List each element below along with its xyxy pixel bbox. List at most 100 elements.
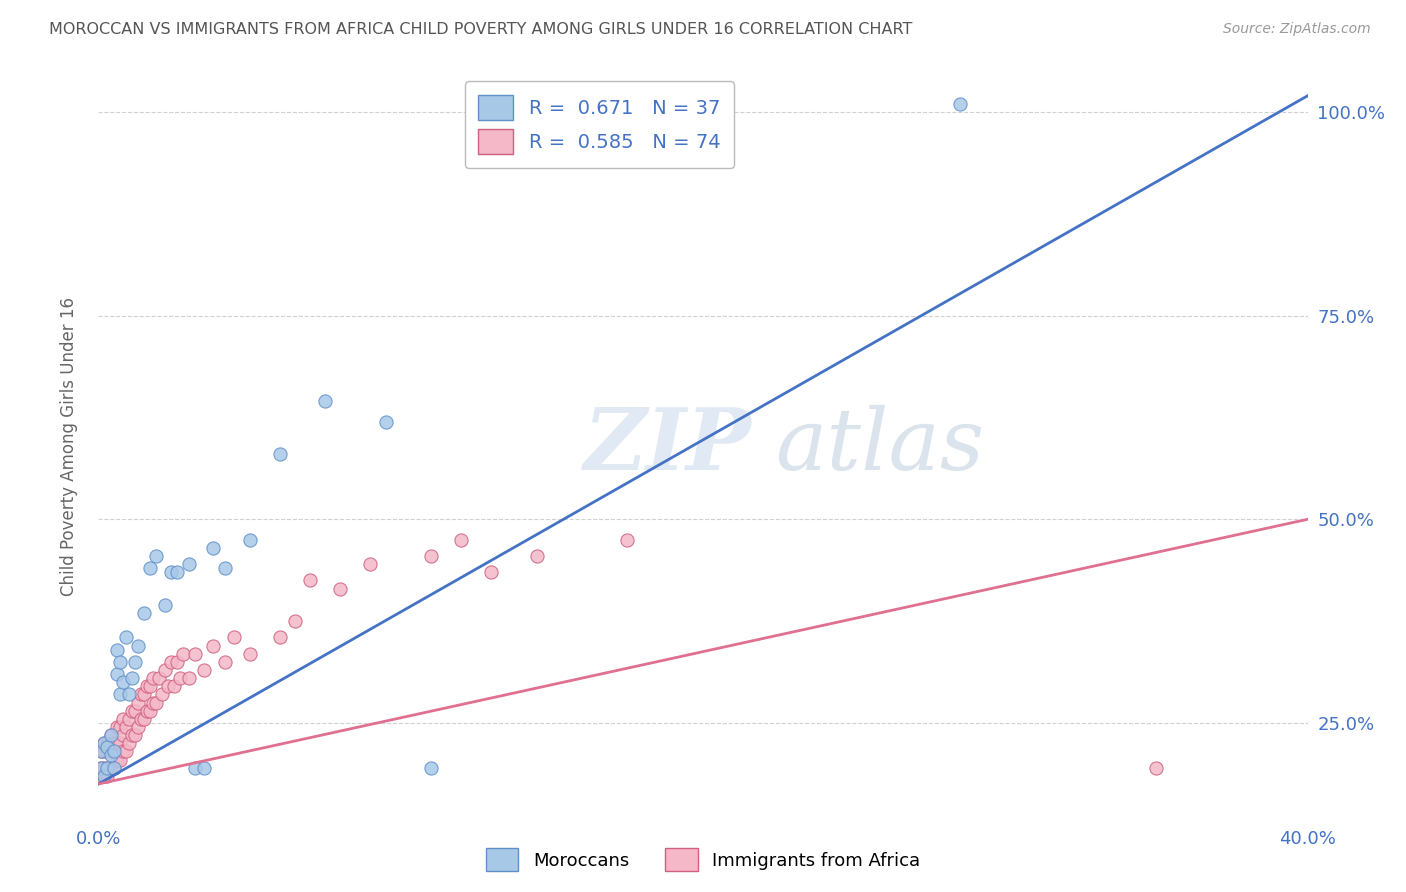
Point	[184, 647, 207, 661]
Legend: R =  0.671   N = 37, R =  0.585   N = 74: R = 0.671 N = 37, R = 0.585 N = 74	[465, 81, 734, 168]
Point	[148, 671, 170, 685]
Point	[193, 663, 215, 677]
Text: MOROCCAN VS IMMIGRANTS FROM AFRICA CHILD POVERTY AMONG GIRLS UNDER 16 CORRELATIO: MOROCCAN VS IMMIGRANTS FROM AFRICA CHILD…	[49, 22, 912, 37]
Legend: Moroccans, Immigrants from Africa: Moroccans, Immigrants from Africa	[478, 841, 928, 879]
Point	[111, 675, 134, 690]
Point	[93, 769, 115, 783]
Point	[132, 606, 155, 620]
Point	[93, 736, 115, 750]
Point	[100, 728, 122, 742]
Point	[93, 761, 115, 775]
Point	[100, 761, 122, 775]
Point	[103, 761, 125, 775]
Point	[132, 712, 155, 726]
Point	[166, 655, 188, 669]
Point	[121, 671, 143, 685]
Point	[111, 744, 134, 758]
Point	[93, 744, 115, 758]
Point	[284, 614, 307, 628]
Point	[269, 447, 291, 461]
Point	[153, 663, 176, 677]
Point	[96, 761, 118, 775]
Point	[93, 769, 115, 783]
Point	[450, 533, 472, 547]
Point	[214, 655, 236, 669]
Point	[139, 704, 162, 718]
Point	[949, 97, 972, 112]
Point	[160, 655, 183, 669]
Point	[103, 761, 125, 775]
Point	[135, 704, 157, 718]
Point	[105, 667, 128, 681]
Point	[118, 687, 141, 701]
Point	[108, 720, 131, 734]
Point	[179, 557, 201, 571]
Point	[127, 696, 149, 710]
Point	[142, 696, 165, 710]
Point	[129, 687, 152, 701]
Point	[100, 744, 122, 758]
Point	[124, 728, 146, 742]
Point	[139, 561, 162, 575]
Point	[160, 566, 183, 580]
Point	[374, 415, 396, 429]
Point	[90, 761, 112, 775]
Point	[179, 671, 201, 685]
Point	[100, 728, 122, 742]
Point	[90, 769, 112, 783]
Point	[132, 687, 155, 701]
Point	[127, 720, 149, 734]
Point	[96, 769, 118, 783]
Point	[314, 394, 336, 409]
Point	[105, 736, 128, 750]
Text: Source: ZipAtlas.com: Source: ZipAtlas.com	[1223, 22, 1371, 37]
Point	[118, 736, 141, 750]
Point	[105, 720, 128, 734]
Point	[145, 549, 167, 563]
Point	[139, 679, 162, 693]
Point	[121, 704, 143, 718]
Point	[169, 671, 191, 685]
Point	[153, 598, 176, 612]
Point	[118, 712, 141, 726]
Point	[108, 687, 131, 701]
Text: atlas: atlas	[776, 405, 984, 487]
Point	[90, 744, 112, 758]
Point	[214, 561, 236, 575]
Point	[239, 533, 262, 547]
Point	[166, 566, 188, 580]
Point	[114, 720, 136, 734]
Point	[96, 736, 118, 750]
Point	[90, 761, 112, 775]
Point	[163, 679, 186, 693]
Point	[420, 549, 443, 563]
Point	[96, 744, 118, 758]
Point	[100, 748, 122, 763]
Point	[111, 712, 134, 726]
Point	[93, 736, 115, 750]
Point	[420, 761, 443, 775]
Point	[193, 761, 215, 775]
Point	[481, 566, 503, 580]
Point	[145, 696, 167, 710]
Point	[172, 647, 194, 661]
Point	[616, 533, 638, 547]
Point	[108, 736, 131, 750]
Point	[202, 541, 225, 555]
Point	[1144, 761, 1167, 775]
Point	[96, 761, 118, 775]
Point	[129, 712, 152, 726]
Point	[105, 642, 128, 657]
Point	[124, 704, 146, 718]
Point	[124, 655, 146, 669]
Point	[90, 744, 112, 758]
Point	[114, 631, 136, 645]
Point	[114, 744, 136, 758]
Point	[329, 582, 352, 596]
Point	[360, 557, 382, 571]
Point	[269, 631, 291, 645]
Point	[135, 679, 157, 693]
Point	[108, 753, 131, 767]
Point	[239, 647, 262, 661]
Point	[299, 574, 322, 588]
